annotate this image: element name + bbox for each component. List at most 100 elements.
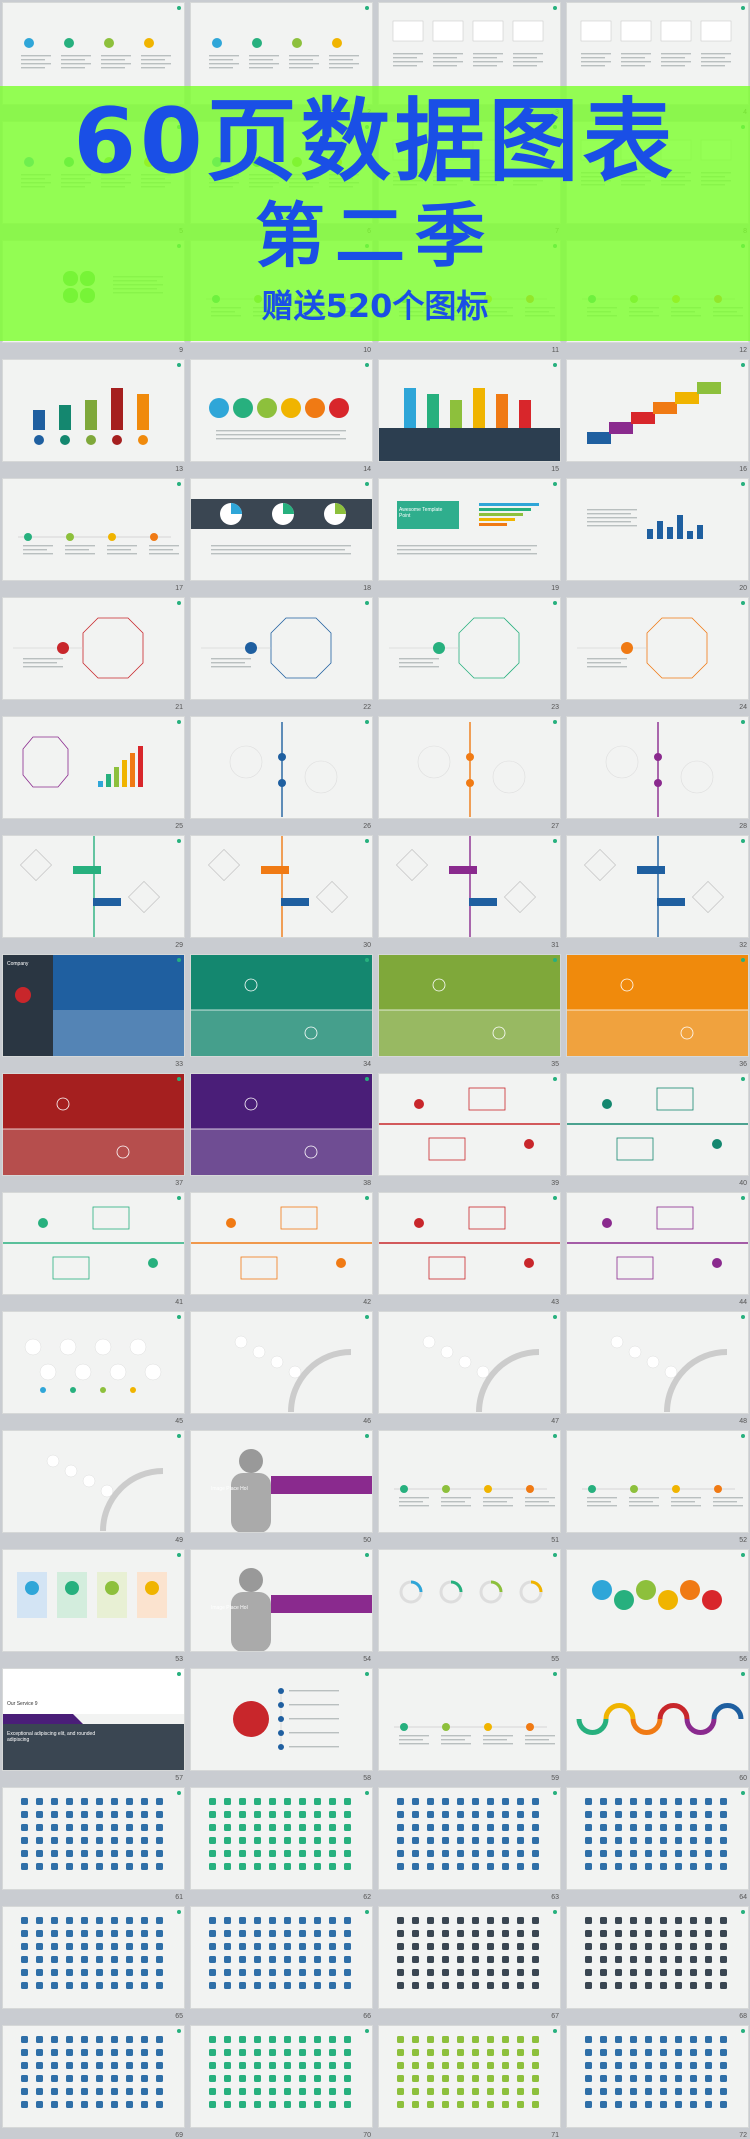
slide-thumbnail[interactable]: 71 (378, 2025, 561, 2139)
slide-graphic (209, 398, 349, 440)
slide-graphic (191, 1074, 372, 1175)
slide-thumbnail[interactable]: 29 (2, 835, 185, 949)
slide-number: 64 (739, 1894, 747, 1901)
slide-thumbnail[interactable]: Image Place Hol 54 (190, 1549, 373, 1663)
slide-text-label: Image Place Hol (211, 1486, 248, 1492)
slide-thumbnail[interactable]: 31 (378, 835, 561, 949)
slide-thumbnail[interactable]: 32 (566, 835, 749, 949)
slide-thumbnail[interactable]: 35 (378, 954, 561, 1068)
slide-preview (2, 1549, 185, 1652)
slide-marker-icon (553, 1553, 557, 1557)
slide-thumbnail[interactable]: 37 (2, 1073, 185, 1187)
slide-thumbnail[interactable]: Our Service 9 Exceptional adipiscing elit… (2, 1668, 185, 1782)
slide-thumbnail[interactable]: 25 (2, 716, 185, 830)
slide-preview (566, 1430, 749, 1533)
slide-graphic (24, 1338, 162, 1393)
slide-number: 17 (175, 585, 183, 592)
slide-thumbnail[interactable]: Company 33 (2, 954, 185, 1068)
slide-thumbnail[interactable]: 56 (566, 1549, 749, 1663)
slide-thumbnail[interactable]: 52 (566, 1430, 749, 1544)
slide-thumbnail[interactable]: 21 (2, 597, 185, 711)
slide-number: 22 (363, 704, 371, 711)
slide-thumbnail[interactable]: 67 (378, 1906, 561, 2020)
slide-thumbnail[interactable]: 22 (190, 597, 373, 711)
slide-graphic (397, 2036, 539, 2108)
slide-preview (2, 359, 185, 462)
slide-thumbnail[interactable]: 61 (2, 1787, 185, 1901)
slide-thumbnail[interactable]: 70 (190, 2025, 373, 2139)
slide-thumbnail[interactable]: 34 (190, 954, 373, 1068)
slide-thumbnail[interactable]: 14 (190, 359, 373, 473)
slide-thumbnail[interactable]: 46 (190, 1311, 373, 1425)
slide-number: 14 (363, 466, 371, 473)
slide-thumbnail[interactable]: 17 (2, 478, 185, 592)
slide-thumbnail[interactable]: 43 (378, 1192, 561, 1306)
slide-preview (2, 1430, 185, 1533)
slide-thumbnail[interactable]: 49 (2, 1430, 185, 1544)
slide-thumbnail[interactable]: 18 (190, 478, 373, 592)
slide-thumbnail[interactable]: 40 (566, 1073, 749, 1187)
slide-thumbnail[interactable]: 39 (378, 1073, 561, 1187)
slide-preview (566, 1549, 749, 1652)
slide-thumbnail[interactable]: 44 (566, 1192, 749, 1306)
slide-number: 59 (551, 1775, 559, 1782)
slide-thumbnail[interactable]: 65 (2, 1906, 185, 2020)
slide-thumbnail[interactable]: 38 (190, 1073, 373, 1187)
slide-thumbnail[interactable]: 41 (2, 1192, 185, 1306)
slide-thumbnail[interactable]: 36 (566, 954, 749, 1068)
slide-thumbnail[interactable]: 62 (190, 1787, 373, 1901)
slide-graphic (33, 388, 149, 445)
slide-thumbnail[interactable]: 59 (378, 1668, 561, 1782)
slide-thumbnail[interactable]: 42 (190, 1192, 373, 1306)
slide-marker-icon (365, 1553, 369, 1557)
slide-thumbnail[interactable]: 51 (378, 1430, 561, 1544)
slide-number: 34 (363, 1061, 371, 1068)
slide-preview (378, 1668, 561, 1771)
slide-graphic (18, 533, 179, 555)
slide-marker-icon (741, 363, 745, 367)
slide-number: 62 (363, 1894, 371, 1901)
slide-graphic (3, 955, 184, 1056)
slide-thumbnail[interactable]: 60 (566, 1668, 749, 1782)
slide-marker-icon (365, 958, 369, 962)
slide-thumbnail[interactable]: 48 (566, 1311, 749, 1425)
slide-number: 45 (175, 1418, 183, 1425)
slide-marker-icon (553, 839, 557, 843)
slide-thumbnail[interactable]: 72 (566, 2025, 749, 2139)
slide-thumbnail[interactable]: 26 (190, 716, 373, 830)
slide-thumbnail[interactable]: Awesome Template Point 19 (378, 478, 561, 592)
slide-thumbnail[interactable]: 30 (190, 835, 373, 949)
slide-thumbnail[interactable]: 53 (2, 1549, 185, 1663)
slide-thumbnail[interactable]: 58 (190, 1668, 373, 1782)
slide-thumbnail[interactable]: 55 (378, 1549, 561, 1663)
slide-preview (566, 1311, 749, 1414)
slide-thumbnail[interactable]: 47 (378, 1311, 561, 1425)
slide-number: 71 (551, 2132, 559, 2139)
slide-thumbnail[interactable]: 64 (566, 1787, 749, 1901)
slide-thumbnail[interactable]: 45 (2, 1311, 185, 1425)
slide-thumbnail[interactable]: 16 (566, 359, 749, 473)
slide-thumbnail[interactable]: 13 (2, 359, 185, 473)
slide-thumbnail[interactable]: 63 (378, 1787, 561, 1901)
slide-thumbnail[interactable]: Image Place Hol 50 (190, 1430, 373, 1544)
slide-preview (2, 597, 185, 700)
slide-number: 28 (739, 823, 747, 830)
slide-thumbnail[interactable]: 68 (566, 1906, 749, 2020)
slide-thumbnail[interactable]: 23 (378, 597, 561, 711)
slide-thumbnail[interactable]: 20 (566, 478, 749, 592)
slide-marker-icon (553, 6, 557, 10)
slide-graphic (379, 1087, 560, 1161)
slide-thumbnail[interactable]: 24 (566, 597, 749, 711)
slide-thumbnail[interactable]: 66 (190, 1906, 373, 2020)
slide-graphic (582, 1485, 743, 1507)
slide-thumbnail[interactable]: 28 (566, 716, 749, 830)
slide-marker-icon (365, 1434, 369, 1438)
slide-graphic (21, 38, 171, 69)
slide-number: 72 (739, 2132, 747, 2139)
slide-thumbnail[interactable]: 69 (2, 2025, 185, 2139)
slide-thumbnail[interactable]: 15 (378, 359, 561, 473)
slide-marker-icon (741, 2029, 745, 2033)
slide-thumbnail[interactable]: 27 (378, 716, 561, 830)
slide-number: 18 (363, 585, 371, 592)
slide-marker-icon (741, 1553, 745, 1557)
